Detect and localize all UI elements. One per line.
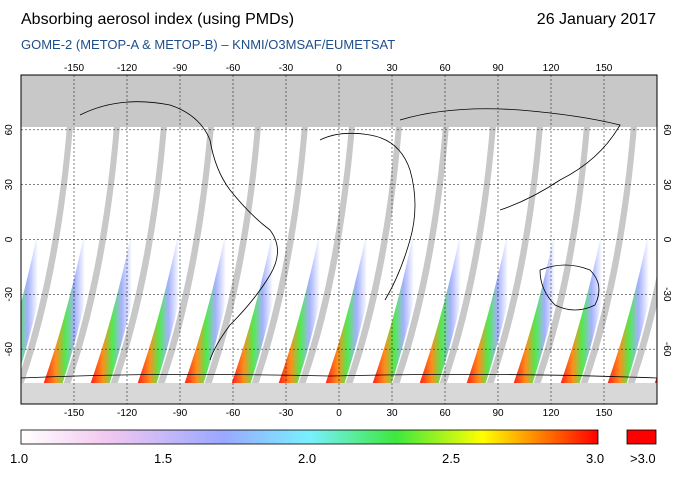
lon-tick-top: -60: [226, 63, 241, 74]
lon-tick-bottom: 0: [336, 408, 342, 419]
colorbar-label-5: 3.0: [586, 451, 605, 466]
colorbar-label-overflow: >3.0: [630, 451, 656, 466]
lon-tick-top: -120: [117, 63, 137, 74]
colorbar-label-2: 1.5: [154, 451, 173, 466]
colorbar-label-1: 1.0: [10, 451, 29, 466]
no-data-gap: [251, 125, 308, 385]
orbit-swaths: [21, 125, 657, 385]
lon-tick-top: 60: [439, 63, 451, 74]
orbit-swath: [137, 125, 207, 385]
lon-tick-bottom: -30: [279, 408, 294, 419]
no-data-gap: [533, 125, 590, 385]
lon-tick-top: 30: [386, 63, 398, 74]
lon-tick-bottom: 30: [386, 408, 398, 419]
lon-tick-bottom: -90: [173, 408, 188, 419]
lat-tick-left: 60: [4, 124, 15, 136]
lat-tick-left: -30: [4, 287, 15, 302]
lon-tick-bottom: 90: [492, 408, 504, 419]
orbit-swath: [90, 125, 160, 385]
orbit-swath: [278, 125, 348, 385]
orbit-swath: [231, 125, 301, 385]
lat-tick-left: 0: [4, 236, 15, 242]
orbit-swath: [607, 188, 657, 385]
no-data-gap: [63, 125, 120, 385]
lat-tick-left: -60: [4, 342, 15, 357]
lat-tick-right: -30: [661, 287, 672, 302]
lon-tick-bottom: -120: [117, 408, 137, 419]
colorbar-label-3: 2.0: [298, 451, 317, 466]
lon-tick-top: 0: [336, 63, 342, 74]
orbit-swath: [419, 125, 489, 385]
lat-tick-left: 30: [4, 179, 15, 191]
map-subtitle: GOME-2 (METOP-A & METOP-B) – KNMI/O3MSAF…: [21, 37, 396, 52]
lat-tick-right: 60: [661, 124, 672, 136]
orbit-swath: [513, 125, 583, 385]
orbit-swath: [654, 376, 657, 385]
no-data-gap: [580, 125, 637, 385]
lat-tick-right: -60: [661, 342, 672, 357]
no-data-gap: [486, 125, 543, 385]
lon-tick-bottom: 150: [596, 408, 613, 419]
no-data-gap: [21, 125, 73, 385]
colorbar-label-4: 2.5: [442, 451, 461, 466]
lon-tick-bottom: -150: [64, 408, 84, 419]
lon-tick-bottom: -60: [226, 408, 241, 419]
no-data-gap: [204, 125, 261, 385]
lon-tick-bottom: 120: [543, 408, 560, 419]
lon-tick-bottom: 60: [439, 408, 451, 419]
orbit-swath: [184, 125, 254, 385]
map-date: 26 January 2017: [536, 11, 656, 28]
colorbar-overflow-box: [626, 429, 657, 445]
orbit-swath: [466, 125, 536, 385]
no-data-gap: [439, 125, 496, 385]
tick-labels: -150 -150 -120 -120 -90 -90 -60 -60 -30 -30 0 0 30 30…: [4, 63, 672, 419]
colorbar-gradient: [20, 429, 599, 445]
no-data-gap: [345, 125, 402, 385]
orbit-swath: [43, 125, 113, 385]
lat-tick-right: 0: [661, 237, 672, 243]
orbit-swath: [560, 125, 630, 385]
coastlines: [21, 101, 657, 379]
lon-tick-top: 120: [543, 63, 560, 74]
no-data-gap: [392, 125, 449, 385]
lon-tick-top: -90: [173, 63, 188, 74]
lon-tick-top: 90: [492, 63, 504, 74]
lon-tick-top: -150: [64, 63, 84, 74]
lon-tick-top: 150: [596, 63, 613, 74]
orbit-swath: [372, 125, 442, 385]
lat-tick-right: 30: [661, 179, 672, 191]
orbit-swath: [325, 125, 395, 385]
no-data-gap: [110, 125, 167, 385]
orbit-swath: [21, 125, 66, 366]
graticule: [21, 75, 657, 404]
no-data-gap: [298, 125, 355, 385]
lon-tick-top: -30: [279, 63, 294, 74]
no-data-gap: [157, 125, 214, 385]
map-title: Absorbing aerosol index (using PMDs): [21, 11, 295, 28]
